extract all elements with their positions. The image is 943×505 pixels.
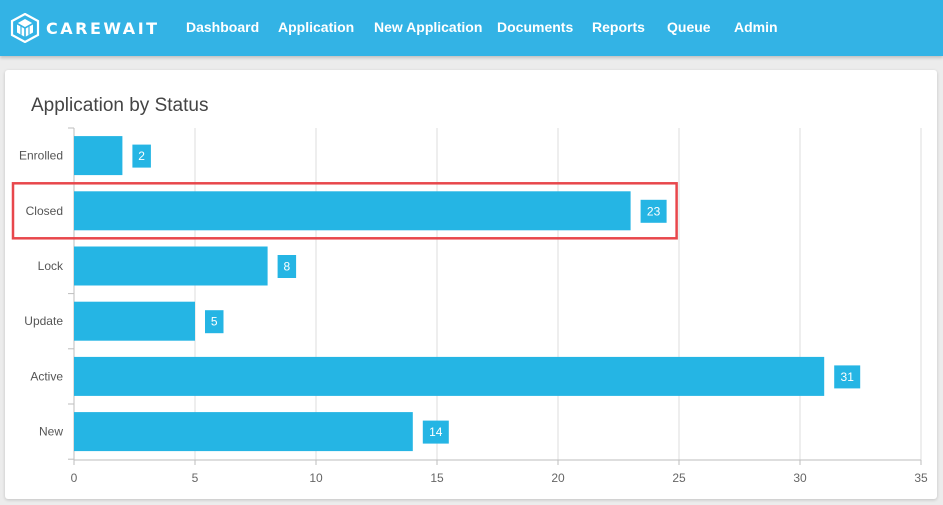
data-label: 2	[138, 149, 145, 163]
card-title: Application by Status	[31, 95, 209, 116]
bar-lock	[74, 246, 268, 286]
x-tick-label: 20	[551, 471, 565, 485]
cube-logo-icon	[10, 13, 40, 43]
category-label: Update	[24, 314, 63, 328]
bar-new	[74, 412, 413, 452]
nav-queue[interactable]: Queue	[667, 19, 711, 35]
x-tick-label: 35	[914, 471, 928, 485]
nav-reports[interactable]: Reports	[592, 19, 645, 35]
data-label: 5	[211, 315, 218, 329]
data-label: 23	[647, 204, 661, 218]
bar-active	[74, 356, 825, 396]
x-tick-label: 5	[192, 471, 199, 485]
data-label-box	[205, 310, 224, 334]
category-label: Enrolled	[19, 149, 63, 163]
data-label-box	[277, 255, 297, 278]
brand-name: CAREWAIT	[46, 18, 160, 38]
x-tick-label: 15	[430, 471, 444, 485]
x-tick-label: 25	[672, 471, 686, 485]
nav-new-application[interactable]: New Application	[374, 19, 483, 35]
x-tick-label: 10	[309, 471, 323, 485]
nav-admin[interactable]: Admin	[734, 19, 778, 35]
bar-enrolled	[74, 136, 123, 176]
x-tick-label: 30	[793, 471, 807, 485]
data-label: 31	[841, 370, 855, 384]
bar-update	[74, 301, 195, 341]
data-label: 8	[284, 260, 291, 274]
bar-closed	[74, 191, 631, 231]
nav-dashboard[interactable]: Dashboard	[186, 19, 260, 35]
top-navbar: CAREWAIT Dashboard Application New Appli…	[0, 0, 943, 56]
nav-documents[interactable]: Documents	[497, 19, 574, 35]
category-label: New	[39, 425, 63, 439]
data-label: 14	[429, 425, 443, 439]
data-label-box	[422, 420, 449, 444]
x-tick-label: 0	[71, 471, 78, 485]
data-label-box	[132, 144, 151, 168]
data-label-box	[834, 365, 861, 389]
nav-application[interactable]: Application	[278, 19, 355, 35]
brand-logo[interactable]: CAREWAIT	[10, 12, 160, 44]
category-label: Active	[30, 369, 63, 383]
highlight-box	[11, 182, 678, 240]
category-label: Lock	[38, 259, 64, 273]
category-label: Closed	[26, 204, 63, 218]
data-label-box	[640, 199, 667, 223]
